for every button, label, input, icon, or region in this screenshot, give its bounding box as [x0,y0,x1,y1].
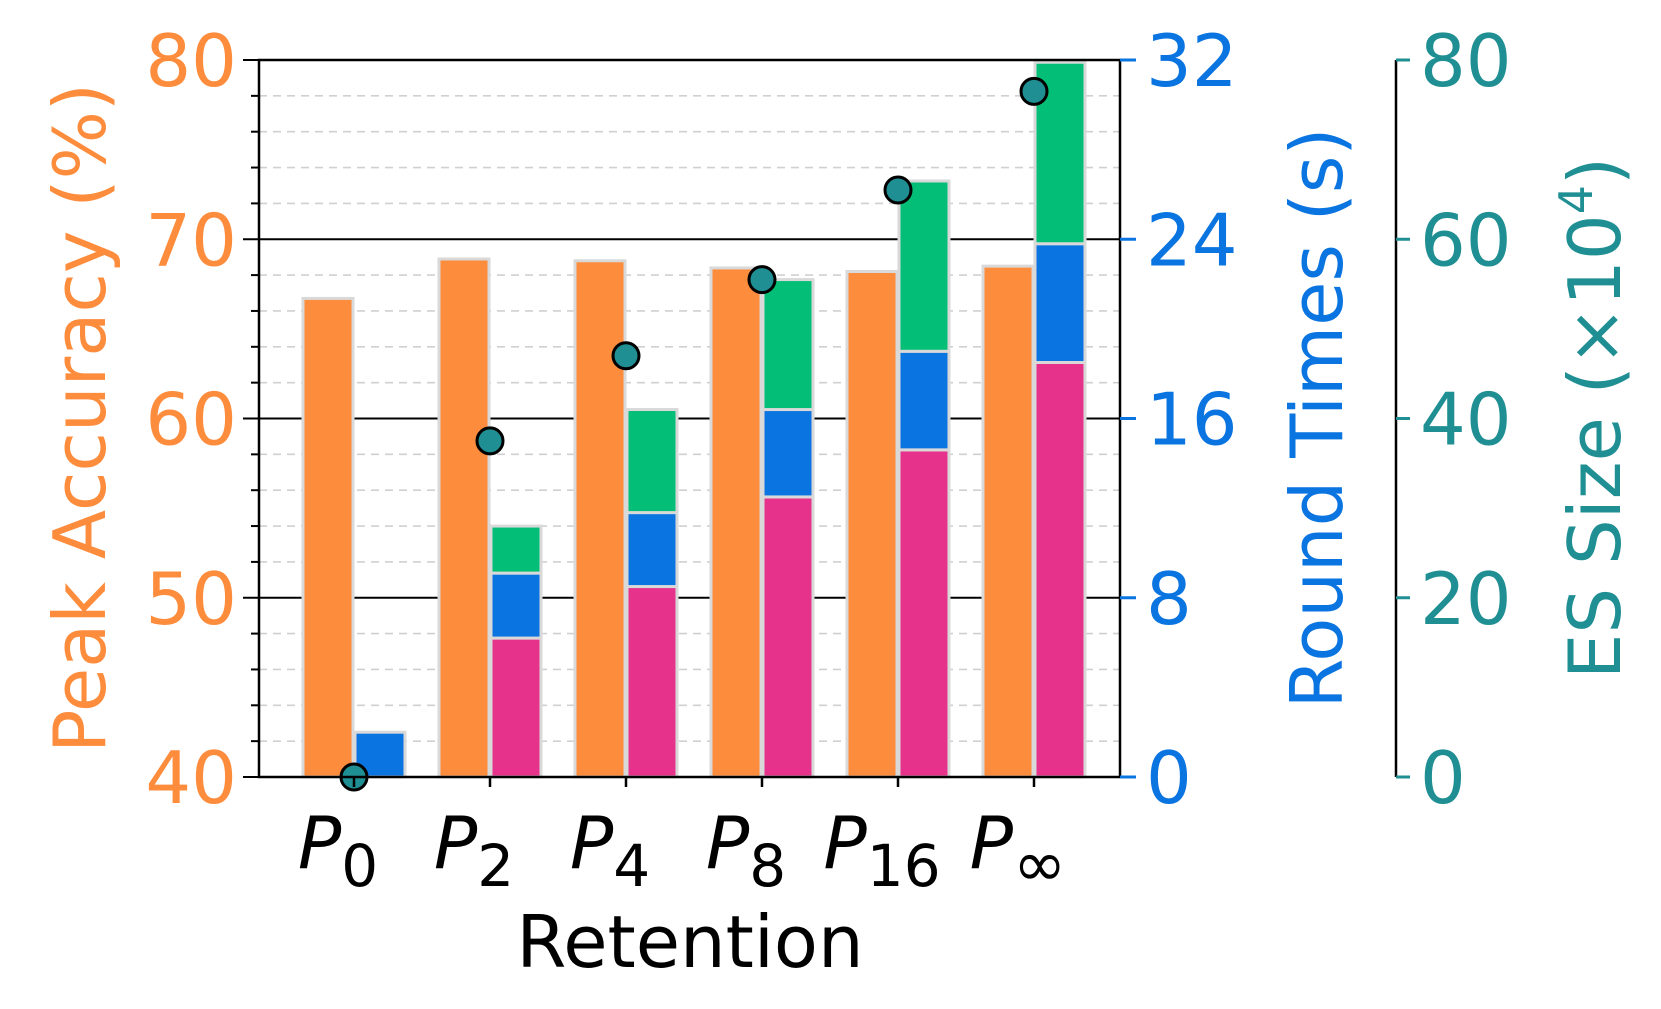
x-tick-label: P∞ [970,801,1067,902]
x-axis-label: Retention [516,900,863,984]
right1-axis-label: Round Times (s) [1275,128,1359,709]
round-time-segment [489,524,543,575]
right2-tick-label: 40 [1420,378,1512,462]
x-tick-label-sub: 8 [749,832,786,900]
round-time-segment [897,179,951,353]
right2-axis-label-end: ) [1553,157,1637,185]
scatter-points [339,76,1049,792]
accuracy-bar [301,296,355,779]
bars [301,60,1087,779]
accuracy-bar [709,266,763,779]
left-tick-label: 50 [145,557,237,641]
x-tick-label-base: P [298,801,342,885]
grid-lines [259,95,1120,742]
x-tick-label-base: P [570,801,614,885]
left-tick-label: 60 [145,378,237,462]
right2-tick-label: 20 [1420,557,1512,641]
es-size-point [883,175,913,205]
right2-axis-label-main: ES Size (×10 [1553,214,1637,679]
x-tick-label-base: P [970,801,1014,885]
x-tick-label: P0 [298,801,378,900]
round-time-segment [625,511,679,589]
round-time-segment [625,585,679,779]
round-time-segment [1033,360,1087,779]
left-tick-label: 70 [145,198,237,282]
left-tick-label: 40 [145,736,237,820]
es-size-point [611,341,641,371]
x-tick-label-base: P [434,801,478,885]
x-tick-label: P16 [823,801,940,900]
round-time-segment [761,408,815,499]
round-time-segment [1033,242,1087,364]
round-time-segment [897,349,951,452]
x-tick-label: P2 [434,801,514,900]
right1-tick-label: 32 [1146,19,1238,103]
x-tick-label-sub: 0 [341,832,378,900]
right2-tick-label: 80 [1420,19,1512,103]
right1-tick-label: 0 [1146,736,1192,820]
round-time-segment [489,636,543,779]
accuracy-bar [981,264,1035,779]
right2-tick-label: 60 [1420,198,1512,282]
right1-tick-label: 8 [1146,557,1192,641]
es-size-point [1019,76,1049,106]
es-size-point [475,426,505,456]
round-time-segment [761,495,815,779]
right2-tick-label: 0 [1420,736,1466,820]
right2-axis-label-sup: 4 [1549,185,1603,214]
accuracy-bar [845,270,899,779]
right2-axis-label: ES Size (×104) [1549,157,1637,679]
right1-tick-label: 16 [1146,378,1238,462]
left-tick-label: 80 [145,19,237,103]
es-size-point [747,265,777,295]
x-tick-label-sub: 16 [867,832,941,900]
x-tick-label: P8 [706,801,786,900]
round-time-segment [625,408,679,515]
x-tick-label-sub: 4 [613,832,650,900]
accuracy-bar [437,257,491,779]
left-axis-label: Peak Accuracy (%) [38,83,122,753]
x-tick-label: P4 [570,801,650,900]
x-tick-label-sub: 2 [477,832,514,900]
right1-tick-label: 24 [1146,198,1238,282]
x-tick-label-base: P [823,801,867,885]
round-time-segment [489,571,543,640]
round-time-segment [897,448,951,779]
x-axis-title: Retention [516,900,863,984]
x-tick-label-sub: ∞ [1013,828,1066,902]
accuracy-bar [573,259,627,779]
x-tick-label-base: P [706,801,750,885]
round-time-segment [761,278,815,412]
